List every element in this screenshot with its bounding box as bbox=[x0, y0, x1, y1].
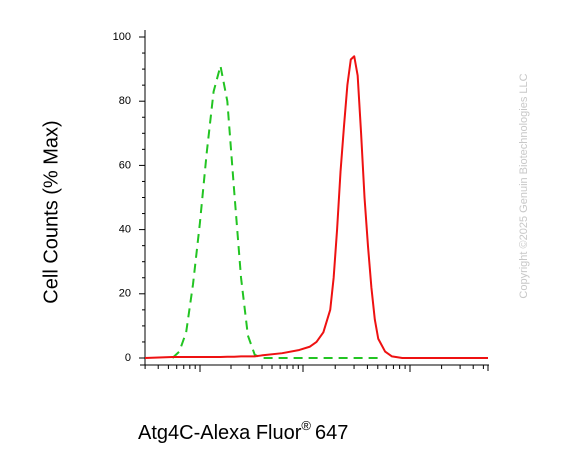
series-line bbox=[144, 55, 488, 359]
x-axis-label: Atg4C-Alexa Fluor® 647 bbox=[138, 418, 348, 444]
x-label-main: Atg4C-Alexa Fluor bbox=[138, 422, 302, 444]
y-tick-label: 20 bbox=[119, 288, 131, 300]
y-tick-label: 40 bbox=[119, 224, 131, 236]
y-tick-label: 60 bbox=[119, 159, 131, 171]
watermark: Copyright ©2025 Genuin Biotechnologies L… bbox=[518, 73, 530, 298]
x-label-sup: ® bbox=[301, 418, 311, 433]
y-axis-label: Cell Counts (% Max) bbox=[40, 120, 62, 303]
x-label-rest: 647 bbox=[315, 422, 348, 444]
y-tick-label: 100 bbox=[113, 31, 131, 43]
series-line bbox=[171, 64, 379, 359]
y-tick-label: 80 bbox=[119, 95, 131, 107]
y-tick-label: 0 bbox=[125, 352, 131, 364]
